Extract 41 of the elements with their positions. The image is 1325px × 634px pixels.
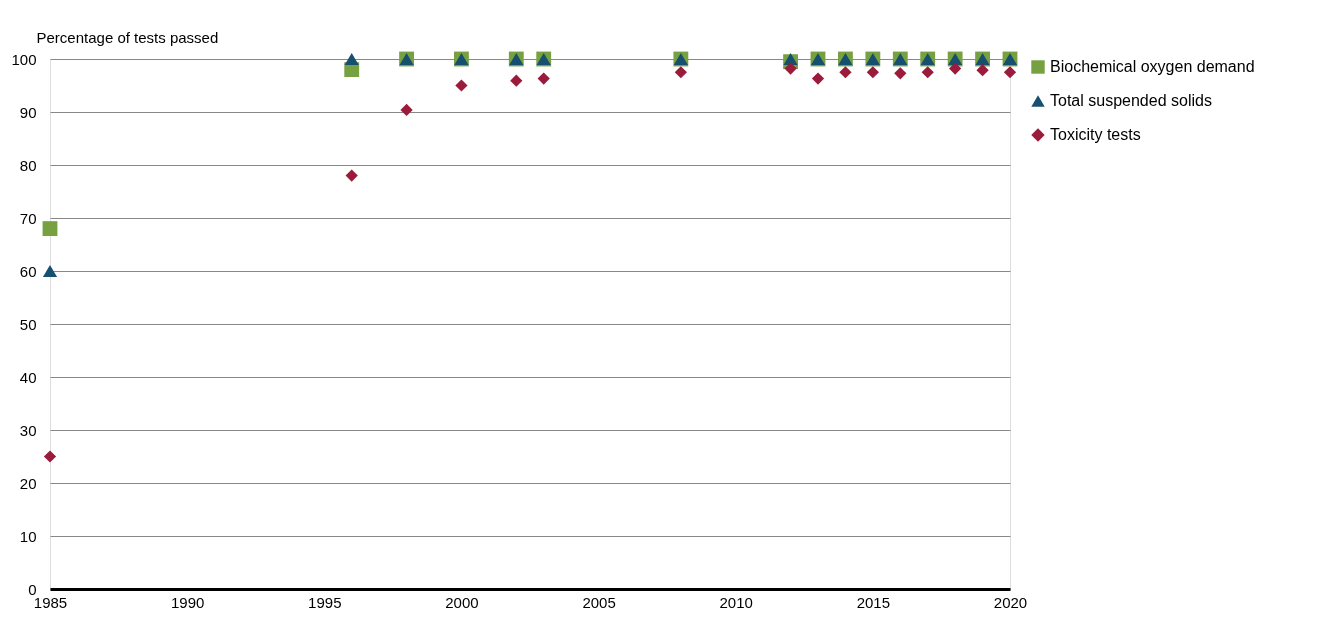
- point: [455, 79, 468, 92]
- point: [537, 72, 550, 85]
- x-tick-label: 2005: [582, 593, 616, 611]
- y-tick-label: 80: [19, 156, 37, 174]
- point: [866, 66, 879, 79]
- legend-label: Toxicity tests: [1050, 126, 1141, 143]
- point: [976, 64, 989, 77]
- point: [839, 66, 852, 79]
- y-tick-label: 90: [19, 103, 37, 121]
- x-tick-label: 1990: [170, 593, 205, 611]
- point: [510, 74, 523, 87]
- x-tick-label: 2015: [856, 593, 891, 611]
- y-tick-label: 60: [19, 262, 37, 280]
- point: [345, 169, 358, 182]
- y-tick-label: 0: [28, 580, 37, 598]
- legend-label: Total suspended solids: [1050, 92, 1212, 109]
- point: [921, 66, 934, 79]
- point: [894, 67, 907, 80]
- point: [784, 62, 797, 75]
- point: [43, 450, 57, 463]
- point: [344, 52, 359, 66]
- y-tick-label: 20: [19, 474, 37, 492]
- y-tick-label: 40: [19, 368, 37, 386]
- point: [674, 66, 687, 79]
- y-tick-label: 10: [19, 527, 37, 545]
- point: [42, 221, 58, 237]
- x-tick-label: 2010: [719, 593, 753, 611]
- point: [42, 264, 58, 278]
- point: [949, 62, 962, 75]
- y-tick-label: 70: [19, 209, 37, 227]
- x-tick-label: 2000: [445, 593, 479, 611]
- y-tick-label: 50: [19, 315, 37, 333]
- point: [1003, 66, 1017, 79]
- y-tick-label: 100: [11, 50, 37, 68]
- point: [811, 72, 825, 85]
- point: [400, 103, 413, 116]
- legend-label: Biochemical oxygen demand: [1050, 58, 1255, 75]
- y-tick-label: 30: [19, 421, 37, 439]
- x-tick-label: 1995: [308, 593, 342, 611]
- y-axis-title: Percentage of tests passed: [36, 28, 219, 46]
- x-tick-label: 2020: [993, 593, 1028, 611]
